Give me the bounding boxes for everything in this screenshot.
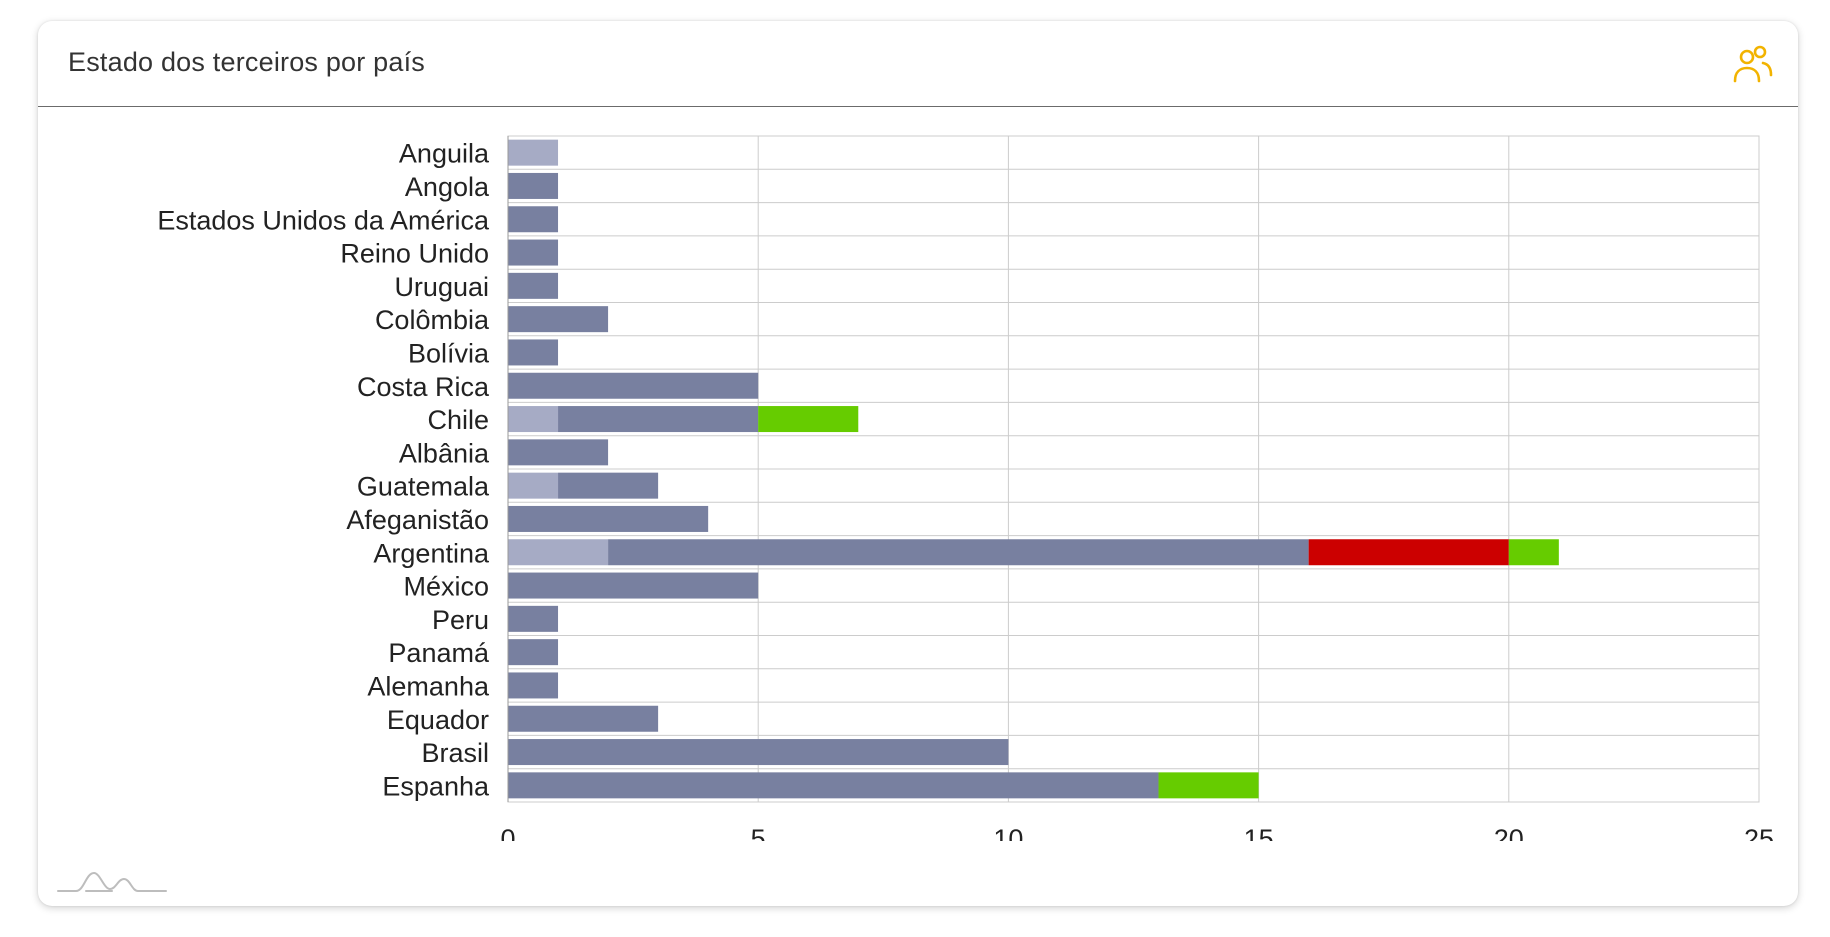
bar-segment (508, 772, 1159, 799)
bar-segment (508, 239, 559, 266)
bar-segment (508, 572, 759, 599)
card-header: Estado dos terceiros por país (38, 21, 1798, 107)
y-tick-label: Costa Rica (357, 372, 490, 402)
y-tick-label: Angola (405, 172, 490, 202)
bar-segment (508, 306, 609, 333)
x-tick-label: 0 (500, 824, 515, 841)
bar-segment (508, 539, 609, 566)
bar-segment (508, 172, 559, 199)
chart-card: Estado dos terceiros por país Anguila Ang… (38, 21, 1798, 906)
y-tick-label: Reino Unido (340, 239, 489, 269)
bar-segment (508, 372, 759, 399)
x-tick-label: 20 (1494, 824, 1524, 841)
y-tick-label: Alemanha (367, 671, 490, 701)
y-tick-label: Afeganistão (346, 505, 489, 535)
card-title: Estado dos terceiros por país (68, 47, 425, 77)
y-tick-label: Argentina (373, 538, 490, 568)
bar-segment (758, 406, 859, 433)
bar-segment (508, 739, 1009, 766)
bar-segment (508, 206, 559, 233)
bar-segment (508, 339, 559, 366)
bar-segment (558, 472, 659, 499)
x-tick-label: 5 (751, 824, 766, 841)
y-tick-label: Panamá (388, 638, 490, 668)
bar-segment (508, 272, 559, 299)
x-tick-label: 25 (1744, 824, 1774, 841)
bar-segment (1508, 539, 1559, 566)
bar-segment (508, 406, 559, 433)
bar-segment (508, 705, 659, 732)
y-tick-label: Estados Unidos da América (157, 205, 490, 235)
y-tick-label: Guatemala (357, 472, 490, 502)
bar-segment (508, 439, 609, 466)
y-tick-label: Bolívia (408, 338, 490, 368)
bar-segment (508, 639, 559, 666)
y-tick-label: Anguila (399, 139, 490, 169)
y-tick-label: Brasil (421, 738, 489, 768)
people-icon[interactable] (1730, 43, 1774, 87)
bar-segment (508, 672, 559, 699)
x-tick-label: 10 (993, 824, 1023, 841)
bar-segment (1158, 772, 1259, 799)
y-tick-label: Espanha (382, 771, 490, 801)
logo-mark-icon (57, 872, 167, 892)
y-tick-label: Equador (387, 705, 489, 735)
y-tick-label: Peru (432, 605, 489, 635)
bar-segment (508, 605, 559, 632)
bar-segment (558, 406, 759, 433)
y-tick-label: Uruguai (394, 272, 489, 302)
bar-segment (508, 139, 559, 166)
bar-segment (508, 505, 709, 532)
y-tick-label: Albânia (399, 438, 490, 468)
bar-segment (608, 539, 1309, 566)
x-tick-label: 15 (1244, 824, 1274, 841)
y-tick-label: Chile (427, 405, 489, 435)
bar-segment (1308, 539, 1509, 566)
bar-segment (508, 472, 559, 499)
y-tick-label: México (403, 572, 489, 602)
y-tick-label: Colômbia (375, 305, 490, 335)
